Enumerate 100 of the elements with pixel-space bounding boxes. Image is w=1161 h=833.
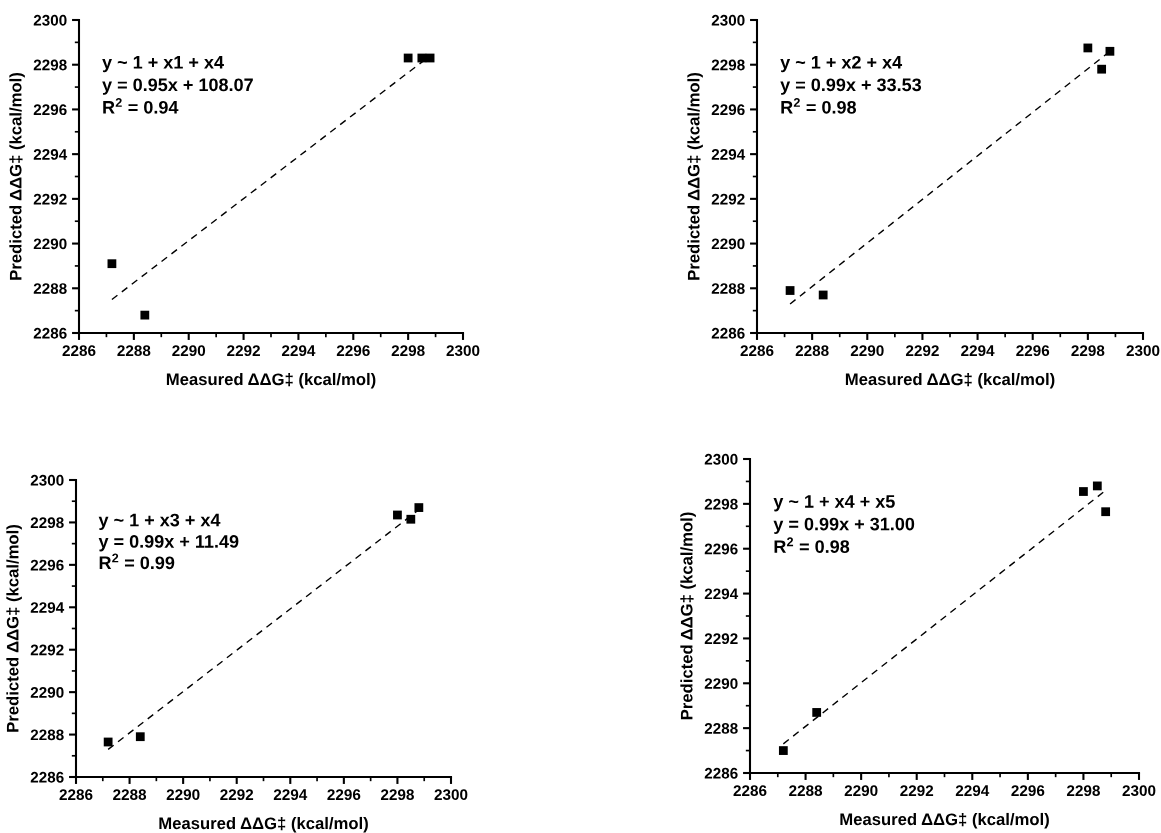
y-tick-label: 2296 — [30, 559, 64, 571]
point — [1101, 507, 1111, 517]
x-axis-title: Measured ΔΔG‡ (kcal/mol) — [840, 812, 1049, 829]
y-tick-label: 2292 — [711, 193, 745, 205]
y-tick-label: 2294 — [30, 602, 65, 613]
x-tick-label: 2296 — [1016, 345, 1050, 357]
y-tick-label: 2292 — [30, 644, 64, 656]
y-tick-label: 2286 — [704, 767, 738, 779]
x-tick-label: 2288 — [113, 789, 147, 801]
y-tick-label: 2286 — [30, 771, 64, 783]
x-tick-label: 2286 — [733, 785, 767, 797]
point — [403, 53, 413, 63]
point — [393, 510, 402, 520]
y-tick-label: 2300 — [30, 474, 64, 486]
annotation: y ~ 1 + x3 + x4 — [98, 513, 221, 530]
x-tick-label: 2298 — [391, 345, 425, 357]
x-tick-label: 2292 — [900, 785, 934, 797]
x-tick-label: 2290 — [172, 345, 206, 357]
point — [818, 290, 828, 300]
annotation: R$^{2}$ = 0.94 — [103, 98, 179, 114]
x-tick-label: 2300 — [446, 345, 480, 357]
annotation: y = 0.99x + 31.00 — [773, 517, 915, 534]
y-tick-label: 2298 — [704, 498, 738, 510]
annotation: R$^{2}$ = 0.98 — [781, 98, 857, 114]
x-tick-label: 2292 — [220, 789, 254, 801]
y-tick-label: 2290 — [704, 678, 738, 689]
point — [135, 732, 145, 742]
point — [417, 53, 427, 63]
annotation: y ~ 1 + x4 + x5 — [773, 495, 895, 512]
x-tick-label: 2294 — [955, 785, 990, 797]
y-tick-label: 2292 — [704, 633, 738, 645]
point — [1083, 43, 1093, 53]
annotation: y = 0.95x + 108.07 — [102, 78, 253, 95]
x-tick-label: 2298 — [1071, 345, 1105, 357]
annotation: R$^{2}$ = 0.98 — [774, 537, 850, 553]
y-tick-label: 2288 — [33, 283, 67, 294]
y-tick-label: 2290 — [30, 687, 64, 698]
x-tick-label: 2300 — [1122, 785, 1156, 797]
x-tick-label: 2288 — [789, 785, 823, 797]
x-axis-title: Measured ΔΔG‡ (kcal/mol) — [166, 372, 376, 389]
point — [140, 310, 150, 320]
point — [107, 259, 117, 269]
y-axis-title: Predicted ΔΔG‡ (kcal/mol) — [680, 512, 696, 720]
x-tick-label: 2300 — [1126, 345, 1160, 357]
x-tick-label: 2294 — [273, 789, 308, 801]
y-tick-label: 2300 — [711, 14, 745, 26]
point — [1105, 46, 1115, 56]
y-axis-title: Predicted ΔΔG‡ (kcal/mol) — [9, 73, 25, 280]
y-tick-label: 2296 — [704, 543, 738, 555]
x-tick-label: 2296 — [336, 345, 370, 357]
x-tick-label: 2286 — [59, 789, 93, 801]
y-tick-label: 2300 — [33, 14, 67, 26]
y-tick-label: 2290 — [711, 238, 745, 250]
point — [103, 737, 113, 747]
x-tick-label: 2296 — [1011, 785, 1045, 797]
x-axis-title: Measured ΔΔG‡ (kcal/mol) — [159, 816, 368, 833]
y-tick-label: 2296 — [711, 104, 745, 116]
annotation: R$^{2}$ = 0.99 — [99, 553, 175, 570]
y-tick-label: 2298 — [30, 517, 64, 529]
point — [785, 286, 795, 295]
x-tick-label: 2290 — [166, 789, 200, 801]
x-tick-label: 2294 — [281, 345, 316, 357]
y-axis-title: Predicted ΔΔG‡ (kcal/mol) — [687, 73, 703, 280]
y-tick-label: 2286 — [711, 327, 745, 339]
y-tick-label: 2288 — [711, 283, 745, 294]
annotation: y ~ 1 + x1 + x4 — [102, 56, 224, 73]
point — [812, 708, 822, 717]
x-axis-title: Measured ΔΔG‡ (kcal/mol) — [845, 372, 1055, 389]
x-tick-label: 2292 — [905, 345, 939, 357]
x-tick-label: 2286 — [740, 345, 774, 357]
x-tick-label: 2298 — [1066, 785, 1100, 797]
annotation: y ~ 1 + x2 + x4 — [780, 55, 903, 73]
point — [406, 514, 416, 524]
y-tick-label: 2298 — [711, 59, 745, 71]
x-tick-label: 2288 — [795, 345, 829, 357]
y-tick-label: 2292 — [33, 193, 67, 205]
point — [414, 503, 424, 512]
y-tick-label: 2288 — [30, 729, 64, 741]
annotation: y = 0.99x + 33.53 — [780, 78, 922, 95]
x-tick-label: 2300 — [434, 789, 468, 801]
point — [778, 746, 788, 755]
y-tick-label: 2294 — [711, 149, 746, 160]
point — [1079, 487, 1088, 496]
x-tick-label: 2286 — [62, 345, 96, 357]
point — [1092, 481, 1102, 491]
y-axis-title: Predicted ΔΔG‡ (kcal/mol) — [6, 525, 22, 732]
x-tick-label: 2292 — [227, 345, 260, 357]
y-tick-label: 2288 — [704, 723, 738, 734]
y-tick-label: 2290 — [33, 238, 67, 250]
x-tick-label: 2290 — [850, 345, 884, 357]
y-tick-label: 2298 — [33, 59, 67, 71]
annotation: y = 0.99x + 11.49 — [98, 535, 239, 552]
y-tick-label: 2300 — [704, 453, 738, 465]
point — [1097, 64, 1107, 74]
y-tick-label: 2294 — [704, 588, 739, 600]
x-tick-label: 2296 — [327, 789, 361, 801]
x-tick-label: 2290 — [844, 785, 878, 797]
y-tick-label: 2286 — [33, 327, 67, 339]
y-tick-label: 2296 — [33, 104, 67, 116]
x-tick-label: 2298 — [380, 789, 414, 801]
